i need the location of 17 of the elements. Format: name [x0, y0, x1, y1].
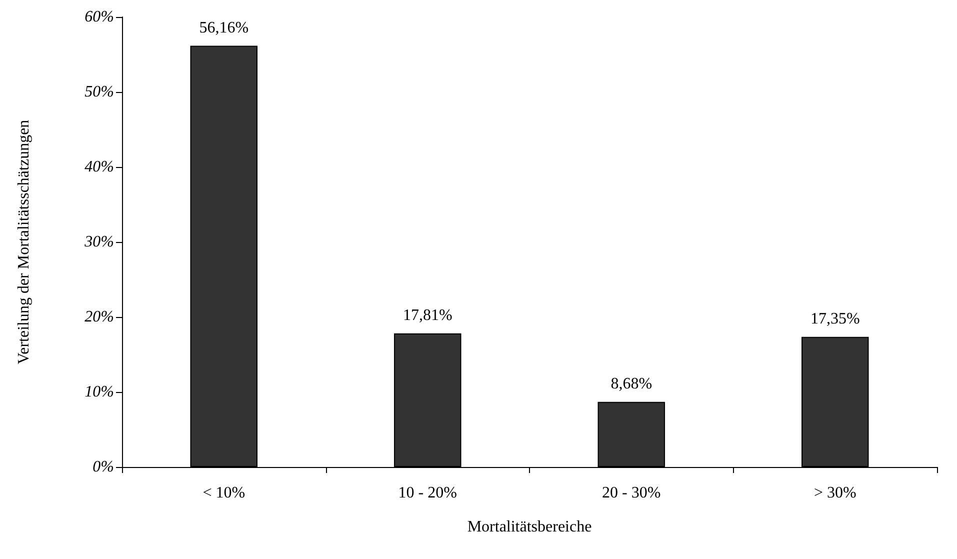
y-tick-label: 0%: [92, 458, 114, 476]
data-label: 17,81%: [402, 306, 452, 324]
x-tick-label: > 30%: [814, 484, 856, 502]
y-tick-label: 20%: [84, 308, 114, 326]
x-tick-label: 10 - 20%: [398, 484, 457, 502]
y-axis-title: Verteilung der Mortalitätsschätzungen: [16, 120, 32, 364]
y-tick-label: 50%: [84, 84, 114, 100]
y-tick-label: 10%: [84, 384, 114, 400]
data-label: 56,16%: [199, 19, 249, 36]
x-tick-label: < 10%: [202, 484, 246, 502]
data-label: 17,35%: [810, 310, 860, 328]
y-tick-label: 40%: [84, 158, 114, 176]
x-tick-label: 20 - 30%: [602, 484, 661, 502]
y-tick-label: 30%: [84, 234, 114, 250]
data-label: 8,68%: [610, 375, 652, 392]
y-tick-label: 60%: [84, 8, 114, 26]
x-axis-title: Mortalitätsbereiche: [467, 518, 592, 536]
